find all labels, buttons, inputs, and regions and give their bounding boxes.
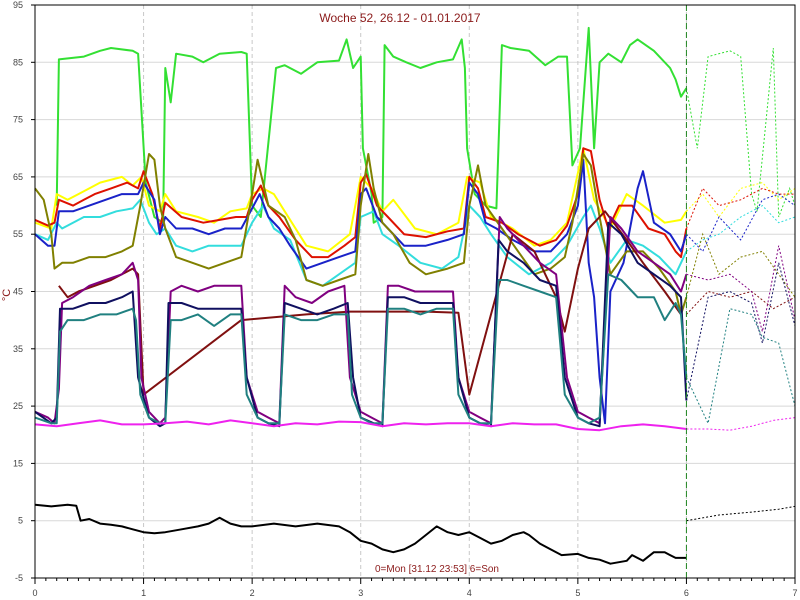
forecast-line [685, 308, 796, 425]
series-line [34, 419, 687, 432]
series-line [34, 153, 688, 316]
x-tick-label: 7 [792, 588, 797, 598]
series-line [34, 147, 688, 259]
y-tick-label: 5 [18, 516, 23, 526]
x-tick-label: 2 [250, 588, 255, 598]
y-tick-label: 75 [13, 115, 23, 125]
forecast-line [686, 505, 796, 522]
y-tick-label: 55 [13, 229, 23, 239]
x-tick-label: 6 [684, 588, 689, 598]
chart-subtitle: 0=Mon [31.12 23:53] 6=Son [375, 564, 499, 575]
x-tick-label: 1 [141, 588, 146, 598]
y-axis-label: °C [1, 289, 13, 301]
forecast-line [686, 182, 796, 218]
series-line [34, 503, 687, 565]
y-tick-label: 65 [13, 172, 23, 182]
y-tick-label: 85 [13, 57, 23, 67]
forecast-line [686, 204, 796, 252]
y-tick-label: 45 [13, 287, 23, 297]
x-tick-label: 3 [358, 588, 363, 598]
chart-title: Woche 52, 26.12 - 01.01.2017 [319, 11, 481, 25]
forecast-layer [685, 47, 796, 522]
forecast-line [686, 193, 796, 253]
y-tick-label: 25 [13, 401, 23, 411]
y-tick-label: 35 [13, 344, 23, 354]
y-tick-label: 15 [13, 458, 23, 468]
x-tick-label: 5 [575, 588, 580, 598]
forecast-line [686, 290, 796, 315]
series-line [34, 221, 688, 428]
series-line [34, 158, 688, 425]
x-tick-label: 0 [32, 588, 37, 598]
forecast-line [685, 187, 795, 229]
forecast-line [685, 262, 796, 401]
series-line [34, 273, 688, 425]
forecast-line [686, 245, 796, 332]
series-layer [34, 26, 688, 565]
x-tick-label: 4 [467, 588, 472, 598]
forecast-line [685, 232, 796, 298]
y-tick-label: -5 [15, 573, 23, 583]
series-line [55, 26, 688, 224]
y-tick-label: 95 [13, 0, 23, 10]
series-line [34, 216, 688, 425]
series-line [34, 198, 688, 287]
